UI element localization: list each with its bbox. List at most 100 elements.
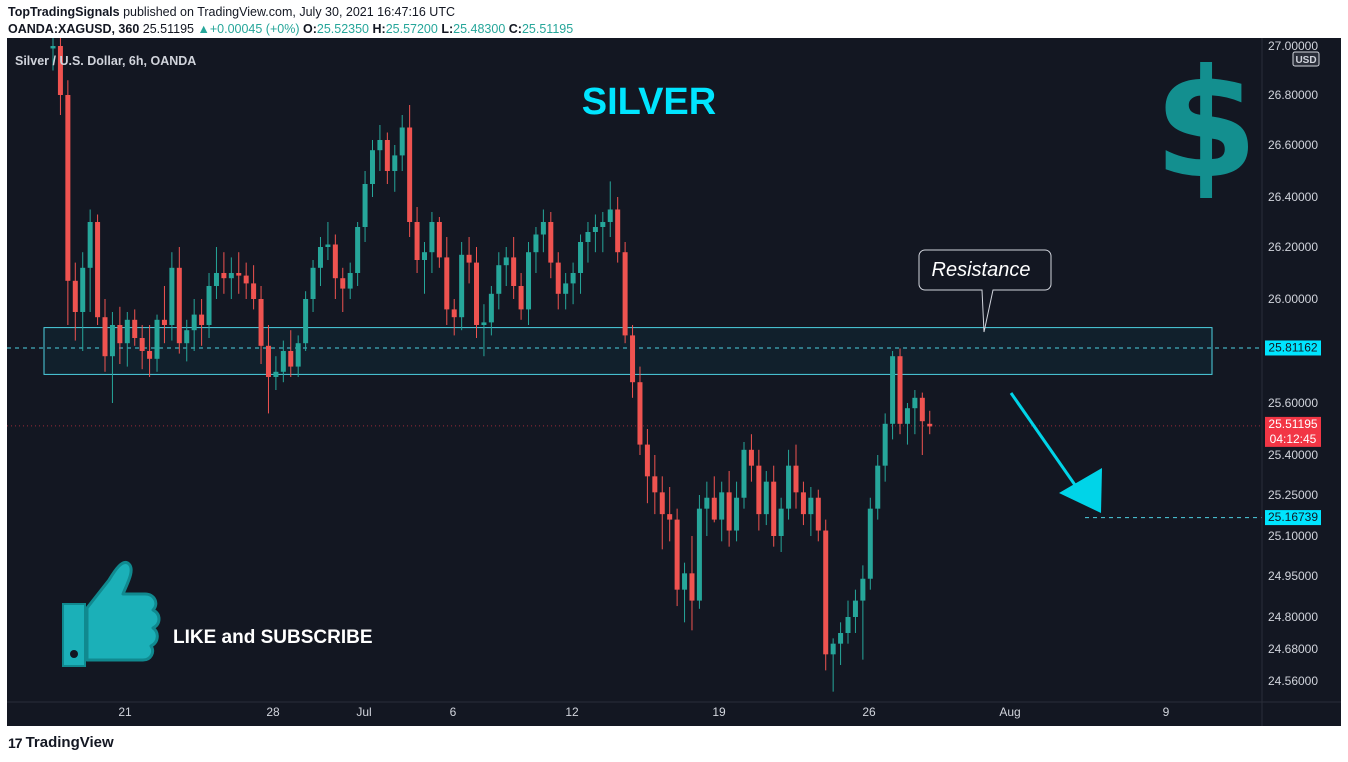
candle[interactable] <box>392 145 398 192</box>
candle[interactable] <box>548 212 554 279</box>
candle[interactable] <box>689 536 695 631</box>
candle[interactable] <box>161 286 167 344</box>
candle[interactable] <box>325 222 331 260</box>
currency-badge[interactable] <box>1292 51 1320 67</box>
candle[interactable] <box>184 319 190 362</box>
candle[interactable] <box>466 237 472 284</box>
candle[interactable] <box>65 80 71 325</box>
candle[interactable] <box>206 273 212 338</box>
candle[interactable] <box>630 325 636 398</box>
candle[interactable] <box>815 489 821 542</box>
candle[interactable] <box>362 171 368 242</box>
candle[interactable] <box>756 449 762 531</box>
candle[interactable] <box>169 252 175 341</box>
candle[interactable] <box>199 299 205 346</box>
candle[interactable] <box>726 471 732 547</box>
candle[interactable] <box>540 209 546 253</box>
candle[interactable] <box>422 242 427 294</box>
candle[interactable] <box>786 449 792 520</box>
candle[interactable] <box>132 309 138 346</box>
candle[interactable] <box>87 209 93 313</box>
candle[interactable] <box>615 197 621 263</box>
candle[interactable] <box>852 589 858 633</box>
candle[interactable] <box>399 115 405 171</box>
candle[interactable] <box>436 217 442 268</box>
candle[interactable] <box>555 252 561 310</box>
candle[interactable] <box>444 237 450 325</box>
candle[interactable] <box>265 325 271 414</box>
candle[interactable] <box>904 403 910 445</box>
resistance-callout[interactable]: Resistance <box>918 249 1052 333</box>
candle[interactable] <box>147 325 153 377</box>
candle[interactable] <box>682 562 688 623</box>
candle[interactable] <box>317 237 323 286</box>
candle[interactable] <box>659 476 665 550</box>
candle[interactable] <box>176 247 182 354</box>
candle[interactable] <box>600 212 606 253</box>
candle[interactable] <box>592 214 598 253</box>
candle[interactable] <box>310 260 316 312</box>
candle[interactable] <box>823 519 829 671</box>
candle[interactable] <box>332 234 338 300</box>
candle[interactable] <box>518 273 524 320</box>
candle[interactable] <box>95 214 101 326</box>
candle[interactable] <box>719 481 725 542</box>
candle[interactable] <box>808 487 814 536</box>
candle[interactable] <box>667 487 673 542</box>
candle[interactable] <box>890 351 896 440</box>
candle[interactable] <box>563 273 569 310</box>
candle[interactable] <box>674 508 680 607</box>
candle[interactable] <box>704 481 710 536</box>
candle[interactable] <box>258 286 264 364</box>
candle[interactable] <box>763 471 769 526</box>
candle[interactable] <box>734 481 740 542</box>
candle[interactable] <box>875 455 881 520</box>
candle[interactable] <box>778 497 784 552</box>
candle[interactable] <box>511 237 517 299</box>
candle[interactable] <box>355 222 361 286</box>
candle[interactable] <box>622 242 628 344</box>
candle[interactable] <box>481 304 487 357</box>
candle[interactable] <box>570 262 576 305</box>
candle[interactable] <box>696 495 702 609</box>
candle[interactable] <box>927 410 933 435</box>
candle[interactable] <box>867 497 873 590</box>
candle[interactable] <box>236 252 242 294</box>
candle[interactable] <box>347 262 353 299</box>
candle[interactable] <box>117 306 123 364</box>
candle[interactable] <box>295 335 301 377</box>
candle[interactable] <box>109 312 115 403</box>
candle[interactable] <box>72 262 78 341</box>
candle[interactable] <box>771 465 777 547</box>
candle[interactable] <box>154 314 160 372</box>
candle[interactable] <box>585 222 591 263</box>
candle[interactable] <box>451 299 457 336</box>
candle[interactable] <box>377 125 383 171</box>
candle[interactable] <box>288 330 294 377</box>
candle[interactable] <box>407 105 413 237</box>
candle[interactable] <box>474 247 480 338</box>
candle[interactable] <box>459 242 465 331</box>
publisher-name[interactable]: TopTradingSignals <box>8 5 120 19</box>
chart-canvas[interactable]: Silver / U.S. Dollar, 6h, OANDA SILVER $ Re… <box>7 38 1341 726</box>
candle[interactable] <box>228 257 234 299</box>
candle[interactable] <box>637 366 643 455</box>
candle[interactable] <box>912 390 918 435</box>
candle[interactable] <box>800 481 806 526</box>
candle[interactable] <box>793 444 799 509</box>
candle[interactable] <box>838 622 844 665</box>
candle[interactable] <box>830 638 836 692</box>
candle[interactable] <box>845 600 851 644</box>
candle[interactable] <box>50 38 56 71</box>
candle[interactable] <box>429 212 435 273</box>
candle[interactable] <box>139 325 145 370</box>
candle[interactable] <box>303 291 309 351</box>
candle[interactable] <box>124 312 130 367</box>
candle[interactable] <box>503 247 509 286</box>
candle[interactable] <box>488 286 494 336</box>
candle[interactable] <box>533 227 539 273</box>
candle[interactable] <box>340 267 346 312</box>
candle[interactable] <box>748 434 754 482</box>
candle[interactable] <box>369 140 375 197</box>
candle[interactable] <box>221 252 227 294</box>
